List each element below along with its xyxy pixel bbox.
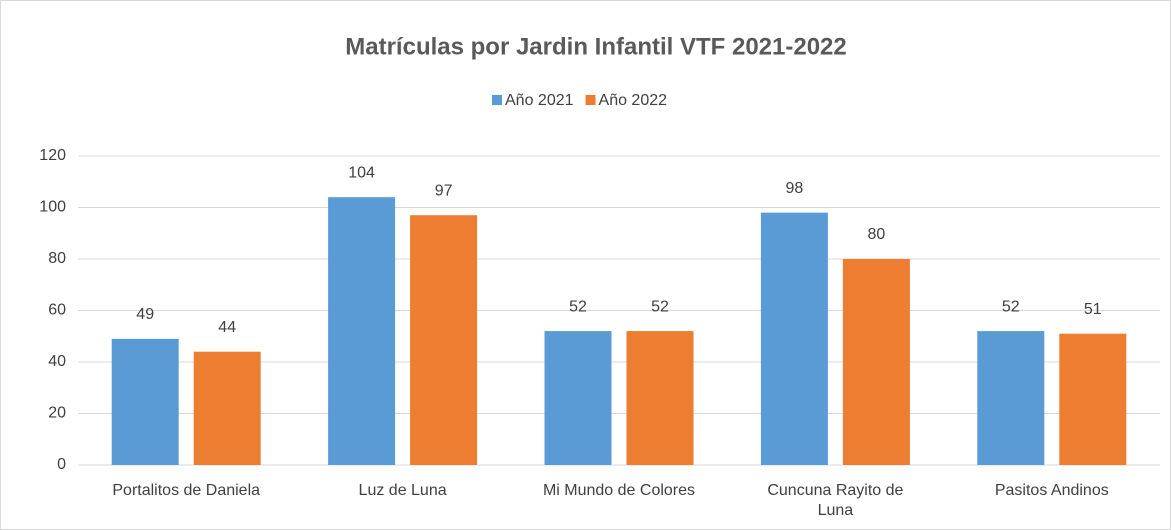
data-label: 44 <box>218 319 236 336</box>
data-label: 49 <box>136 306 154 323</box>
bar <box>1059 333 1127 465</box>
legend-label: Año 2022 <box>599 92 668 109</box>
data-label: 104 <box>348 164 375 181</box>
x-tick-label: Luz de Luna <box>359 482 447 499</box>
y-tick-label: 0 <box>57 456 66 473</box>
bar <box>760 212 828 465</box>
data-label: 52 <box>651 298 669 315</box>
bar <box>111 338 179 465</box>
x-tick-label: Pasitos Andinos <box>995 482 1109 499</box>
chart-title: Matrículas por Jardin Infantil VTF 2021-… <box>345 33 847 60</box>
y-tick-label: 100 <box>39 199 66 216</box>
x-tick-label: Cuncuna Rayito de Luna <box>767 482 903 519</box>
bar <box>842 259 910 465</box>
bar <box>410 215 478 465</box>
y-tick-label: 40 <box>48 353 66 370</box>
data-label: 52 <box>1002 298 1020 315</box>
y-tick-label: 80 <box>48 250 66 267</box>
data-label: 80 <box>868 226 886 243</box>
legend-label: Año 2021 <box>505 92 574 109</box>
y-tick-label: 60 <box>48 302 66 319</box>
x-tick-label: Portalitos de Daniela <box>112 482 260 499</box>
bar <box>626 331 694 465</box>
data-label: 98 <box>786 180 804 197</box>
legend-swatch <box>585 95 596 105</box>
bar <box>328 197 396 465</box>
y-tick-label: 120 <box>39 147 66 164</box>
bar <box>193 351 261 465</box>
bar <box>977 331 1045 465</box>
data-label: 52 <box>569 298 587 315</box>
data-label: 97 <box>435 182 453 199</box>
legend-swatch <box>492 95 502 105</box>
x-tick-label: Mi Mundo de Colores <box>543 482 695 499</box>
bar <box>544 331 612 465</box>
data-label: 51 <box>1084 301 1102 318</box>
y-tick-label: 20 <box>48 405 66 422</box>
